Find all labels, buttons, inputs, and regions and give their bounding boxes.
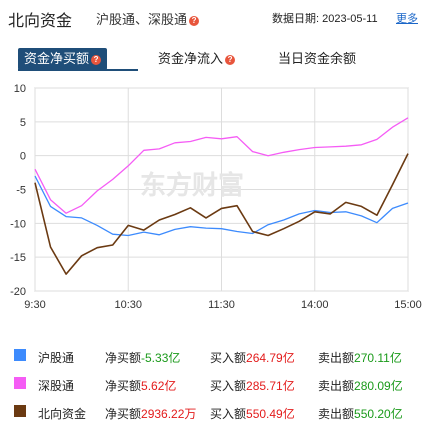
subtitle-text: 沪股通、深股通 <box>96 12 188 27</box>
subtitle: 沪股通、深股通? <box>96 9 200 28</box>
legend-net: 净买额2936.22万 <box>105 405 196 422</box>
help-icon[interactable]: ? <box>189 15 200 26</box>
net-value: 5.62亿 <box>141 379 177 393</box>
sell-value: 550.20亿 <box>354 407 403 421</box>
legend-net: 净买额5.62亿 <box>105 377 176 394</box>
northbound-line-chart: 东方财富 10 5 0 -5 -10 -15 -20 9:30 10:30 11:30 14:00… <box>10 83 422 311</box>
x-tick-label: 11:30 <box>208 299 235 311</box>
net-value: -5.33亿 <box>141 351 181 365</box>
net-label: 净买额 <box>105 407 142 421</box>
x-tick-label: 14:00 <box>301 299 329 311</box>
y-tick-label: -5 <box>16 185 26 197</box>
sell-label: 卖出额 <box>318 379 355 393</box>
legend-name: 沪股通 <box>38 351 75 365</box>
x-axis: 9:30 10:30 11:30 14:00 15:00 <box>24 299 421 311</box>
tab-net-inflow[interactable]: 资金净流入? <box>158 48 236 70</box>
date-display: 数据日期: 2023-05-11 <box>272 10 378 26</box>
y-tick-label: 10 <box>14 83 26 95</box>
legend-buy: 买入额264.79亿 <box>210 349 295 366</box>
legend-sell: 卖出额550.20亿 <box>318 405 403 422</box>
date-value: 2023-05-11 <box>322 13 378 25</box>
y-tick-label: 5 <box>20 117 26 129</box>
buy-label: 买入额 <box>210 351 247 365</box>
legend-swatch-szgt <box>14 377 26 389</box>
header: 北向资金 沪股通、深股通? 数据日期: 2023-05-11 更多 <box>0 0 431 32</box>
chart-grid <box>34 87 409 292</box>
more-link[interactable]: 更多 <box>396 13 418 25</box>
legend-sell: 卖出额270.11亿 <box>318 349 402 366</box>
series-lines <box>34 117 409 275</box>
sell-value: 280.09亿 <box>354 379 403 393</box>
sell-value: 270.11亿 <box>354 351 402 365</box>
legend-row-szgt: 深股通 净买额5.62亿 买入额285.71亿 卖出额280.09亿 <box>0 370 431 398</box>
tab-net-buy-label: 资金净买额 <box>24 51 90 66</box>
buy-label: 买入额 <box>210 379 247 393</box>
tab-balance[interactable]: 当日资金余额 <box>278 48 356 70</box>
legend-row-shgt: 沪股通 净买额-5.33亿 买入额264.79亿 卖出额270.11亿 <box>0 342 431 370</box>
legend-sell: 卖出额280.09亿 <box>318 377 403 394</box>
tab-net-buy[interactable]: 资金净买额? <box>18 48 108 70</box>
net-value: 2936.22万 <box>141 407 197 421</box>
sell-label: 卖出额 <box>318 407 355 421</box>
legend-name: 深股通 <box>38 379 75 393</box>
x-tick-label: 10:30 <box>114 299 142 311</box>
y-tick-label: -10 <box>10 218 26 230</box>
y-tick-label: -20 <box>10 286 26 298</box>
buy-label: 买入额 <box>210 407 247 421</box>
x-tick-label: 15:00 <box>394 299 422 311</box>
tab-net-inflow-label: 资金净流入 <box>158 51 224 66</box>
buy-value: 550.49亿 <box>246 407 295 421</box>
legend-swatch-shgt <box>14 349 26 361</box>
help-icon[interactable]: ? <box>225 54 236 65</box>
buy-value: 285.71亿 <box>246 379 295 393</box>
legend-buy: 买入额285.71亿 <box>210 377 295 394</box>
legend-buy: 买入额550.49亿 <box>210 405 295 422</box>
date-label: 数据日期: <box>272 13 320 25</box>
tab-bar: 资金净买额? 资金净流入? 当日资金余额 <box>0 44 431 72</box>
watermark: 东方财富 <box>140 170 244 200</box>
legend-name: 北向资金 <box>38 407 87 421</box>
y-tick-label: -15 <box>10 252 26 264</box>
net-label: 净买额 <box>105 379 142 393</box>
page-title: 北向资金 <box>8 13 73 30</box>
sell-label: 卖出额 <box>318 351 355 365</box>
tab-underline <box>18 69 138 71</box>
legend-row-north: 北向资金 净买额2936.22万 买入额550.49亿 卖出额550.20亿 <box>0 398 431 426</box>
series-line-shgt <box>34 175 409 237</box>
buy-value: 264.79亿 <box>246 351 295 365</box>
help-icon[interactable]: ? <box>91 54 102 65</box>
x-tick-label: 9:30 <box>24 299 45 311</box>
legend-net: 净买额-5.33亿 <box>105 349 180 366</box>
legend-swatch-north <box>14 405 26 417</box>
y-tick-label: 0 <box>20 151 26 163</box>
y-axis: 10 5 0 -5 -10 -15 -20 <box>10 83 26 298</box>
series-line-szgt <box>34 117 409 214</box>
series-line-north <box>34 153 409 275</box>
net-label: 净买额 <box>105 351 142 365</box>
tab-balance-label: 当日资金余额 <box>278 51 357 66</box>
